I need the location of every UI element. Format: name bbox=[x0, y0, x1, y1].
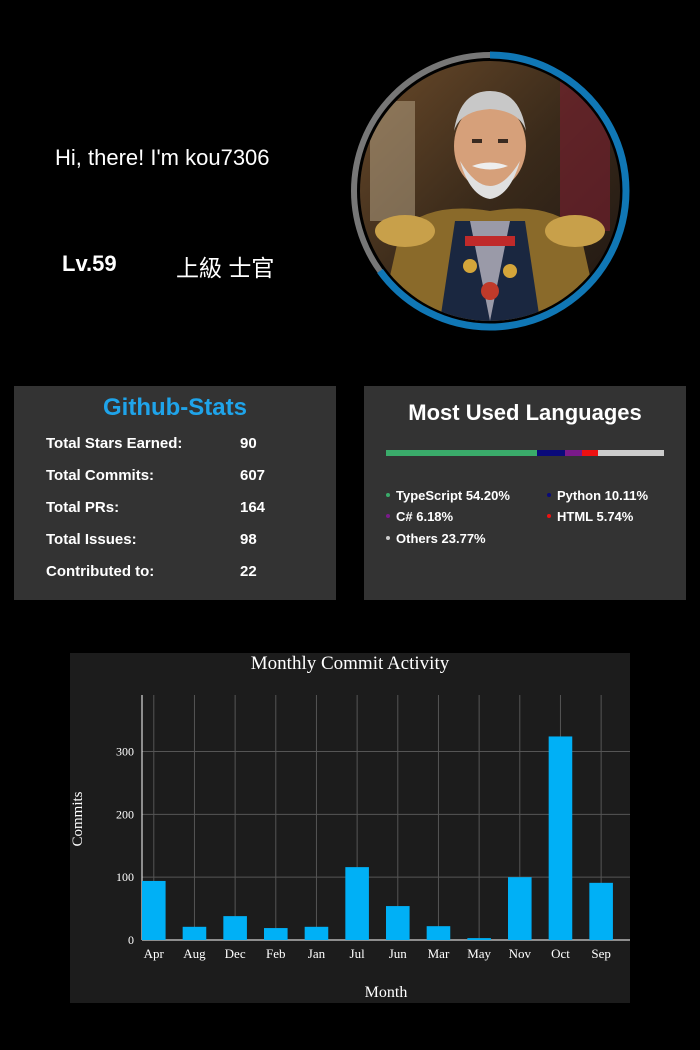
chart-bar-may bbox=[467, 938, 491, 940]
chart-svg: Monthly Commit Activity Month Commits 0 1… bbox=[70, 653, 630, 1001]
lang-dot bbox=[547, 492, 551, 497]
chart-ytick-label: 0 bbox=[128, 933, 134, 947]
stat-value-stars: 90 bbox=[240, 435, 257, 452]
languages-bar-segment-csharp bbox=[564, 450, 582, 456]
chart-bar-mar bbox=[426, 926, 451, 940]
chart-title: Monthly Commit Activity bbox=[251, 653, 450, 674]
languages-bar-segment-typescript bbox=[386, 450, 537, 456]
stat-value-contributed: 22 bbox=[240, 563, 257, 580]
languages-bar-segment-others bbox=[597, 450, 664, 456]
lang-dot bbox=[547, 513, 551, 518]
languages-bar bbox=[386, 450, 664, 456]
commit-activity-chart: Monthly Commit Activity Month Commits 0 1… bbox=[70, 653, 630, 1003]
chart-xtick-label: Jul bbox=[350, 946, 366, 961]
level-text: Lv.59 bbox=[62, 251, 117, 276]
chart-xtick-label: Apr bbox=[144, 946, 165, 961]
lang-dot bbox=[386, 492, 390, 497]
chart-xtick-label: Jan bbox=[308, 946, 326, 961]
chart-ytick-label: 100 bbox=[116, 870, 134, 884]
chart-bar-dec bbox=[223, 916, 247, 940]
chart-xtick-label: May bbox=[467, 946, 491, 961]
languages-title: Most Used Languages bbox=[408, 400, 642, 425]
languages-bar-segment-html bbox=[581, 450, 598, 456]
chart-xtick-label: Nov bbox=[509, 946, 532, 961]
avatar-image bbox=[360, 61, 620, 321]
stat-value-prs: 164 bbox=[240, 499, 266, 516]
github-stats-card: Github-Stats Total Stars Earned: 90 Tota… bbox=[14, 386, 336, 600]
lang-item-csharp: C# 6.18% bbox=[386, 509, 453, 524]
chart-xtick-label: Mar bbox=[428, 946, 450, 961]
stat-label-prs: Total PRs: bbox=[46, 499, 120, 516]
chart-bar-aug bbox=[182, 926, 207, 940]
chart-xtick-label: Aug bbox=[183, 946, 206, 961]
chart-bar-apr bbox=[142, 880, 166, 940]
chart-bar-oct bbox=[548, 736, 573, 940]
lang-item-typescript: TypeScript 54.20% bbox=[386, 488, 510, 503]
lang-dot bbox=[386, 535, 390, 540]
chart-bar-jan bbox=[304, 926, 329, 940]
chart-xlabel: Month bbox=[365, 984, 408, 1001]
lang-item-python: Python 10.11% bbox=[547, 488, 648, 503]
lang-dot bbox=[386, 513, 390, 518]
stat-label-stars: Total Stars Earned: bbox=[46, 435, 183, 452]
chart-bar-sep bbox=[589, 882, 613, 940]
chart-xtick-label: Jun bbox=[389, 946, 408, 961]
languages-card: Most Used Languages TypeScript 54.20% Py… bbox=[364, 386, 686, 600]
languages-bar-segment-python bbox=[536, 450, 565, 456]
greeting-text: Hi, there! I'm kou7306 bbox=[55, 145, 270, 170]
chart-bar-feb bbox=[264, 928, 288, 940]
stats-title: Github-Stats bbox=[103, 394, 247, 421]
chart-ytick-label: 200 bbox=[116, 807, 134, 821]
chart-bar-jul bbox=[345, 867, 369, 940]
chart-ylabel: Commits bbox=[70, 791, 86, 846]
chart-xtick-label: Dec bbox=[225, 946, 246, 961]
avatar bbox=[350, 51, 630, 331]
stat-value-issues: 98 bbox=[240, 531, 257, 548]
chart-xtick-label: Sep bbox=[591, 946, 611, 961]
chart-bar-jun bbox=[386, 906, 410, 940]
lang-item-others: Others 23.77% bbox=[386, 531, 486, 546]
rank-text: 上級 士官 bbox=[176, 255, 275, 281]
chart-bar-nov bbox=[508, 877, 532, 940]
stat-label-commits: Total Commits: bbox=[46, 467, 155, 484]
chart-ytick-label: 300 bbox=[116, 745, 134, 759]
stat-label-contributed: Contributed to: bbox=[46, 563, 155, 580]
stat-label-issues: Total Issues: bbox=[46, 531, 137, 548]
stat-value-commits: 607 bbox=[240, 467, 266, 484]
chart-xtick-label: Oct bbox=[551, 946, 570, 961]
chart-xtick-label: Feb bbox=[266, 946, 286, 961]
lang-item-html: HTML 5.74% bbox=[547, 509, 633, 524]
